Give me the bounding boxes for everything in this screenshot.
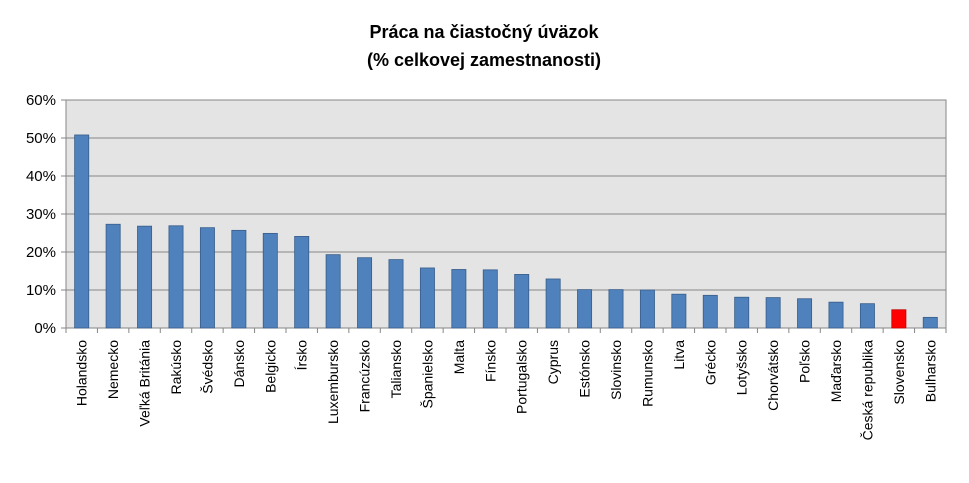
y-tick-label: 20% bbox=[26, 244, 56, 261]
x-tick-label: Veľká Británia bbox=[137, 340, 153, 427]
x-tick-label: Holandsko bbox=[74, 340, 90, 406]
bar-18 bbox=[639, 289, 655, 329]
bar-24 bbox=[828, 301, 844, 329]
bar-10 bbox=[388, 259, 404, 329]
bar-21 bbox=[734, 296, 750, 329]
bar-6 bbox=[262, 232, 278, 329]
x-tick-label: Švédsko bbox=[199, 340, 215, 394]
x-tick-label: Portugalsko bbox=[514, 340, 530, 414]
x-tick-label: Cyprus bbox=[545, 340, 561, 384]
x-tick-label: Belgicko bbox=[262, 340, 278, 393]
x-tick-label: Poľsko bbox=[797, 340, 813, 383]
x-tick-label: Lotyšsko bbox=[734, 340, 750, 395]
bar-1 bbox=[105, 223, 121, 329]
chart-title-line2: (% celkovej zamestnanosti) bbox=[367, 50, 601, 70]
bar-9 bbox=[357, 257, 373, 329]
bar-0 bbox=[74, 134, 90, 329]
bar-7 bbox=[294, 236, 310, 329]
x-axis: Holandsko Nemecko Veľká Británia Rakúsko Švé… bbox=[65, 328, 947, 441]
x-tick-label: Slovinsko bbox=[608, 340, 624, 400]
x-tick-label: Bulharsko bbox=[922, 340, 938, 402]
bar-3 bbox=[168, 225, 184, 329]
bar-19 bbox=[671, 293, 687, 329]
bar-17 bbox=[608, 289, 624, 329]
x-tick-label: Rakúsko bbox=[168, 340, 184, 395]
x-tick-label: Grécko bbox=[702, 340, 718, 385]
x-tick-label: Francúzsko bbox=[357, 340, 373, 413]
bar-4 bbox=[199, 227, 215, 329]
y-axis: 0% 10% 20% 30% 40% 50% 60% bbox=[26, 92, 66, 337]
x-tick-label: Taliansko bbox=[388, 340, 404, 399]
x-tick-label: Nemecko bbox=[105, 340, 121, 399]
x-tick-label: Dánsko bbox=[231, 340, 247, 388]
bar-23 bbox=[797, 298, 813, 329]
y-tick-label: 40% bbox=[26, 168, 56, 185]
x-tick-label: Luxembursko bbox=[325, 340, 341, 424]
bar-26 bbox=[891, 309, 907, 329]
x-tick-label: Estónsko bbox=[577, 340, 593, 398]
y-tick-label: 60% bbox=[26, 92, 56, 109]
bar-27 bbox=[922, 316, 938, 329]
bars bbox=[74, 134, 938, 329]
x-tick-label: Fínsko bbox=[482, 340, 498, 382]
bar-5 bbox=[231, 229, 247, 329]
x-tick-label: Rumunsko bbox=[639, 340, 655, 407]
x-tick-label: Španielsko bbox=[419, 340, 435, 409]
x-tick-label: Chorvátsko bbox=[765, 340, 781, 411]
y-tick-label: 50% bbox=[26, 130, 56, 147]
y-tick-label: 0% bbox=[34, 320, 56, 337]
bar-13 bbox=[482, 269, 498, 329]
chart-title-line1: Práca na čiastočný úväzok bbox=[369, 22, 599, 42]
x-tick-label: Maďarsko bbox=[828, 340, 844, 403]
bar-12 bbox=[451, 269, 467, 329]
x-tick-label: Írsko bbox=[294, 340, 310, 371]
bar-14 bbox=[514, 274, 530, 329]
x-tick-label: Slovensko bbox=[891, 340, 907, 405]
bar-20 bbox=[702, 294, 718, 329]
bar-2 bbox=[137, 225, 153, 329]
bar-16 bbox=[577, 289, 593, 329]
y-tick-label: 30% bbox=[26, 206, 56, 223]
bar-15 bbox=[545, 278, 561, 329]
x-tick-label: Malta bbox=[451, 340, 467, 374]
x-tick-label: Česká republika bbox=[859, 340, 875, 441]
bar-22 bbox=[765, 297, 781, 329]
bar-11 bbox=[419, 267, 435, 329]
bar-25 bbox=[859, 303, 875, 329]
bar-8 bbox=[325, 254, 341, 329]
x-tick-label: Litva bbox=[671, 340, 687, 370]
y-tick-label: 10% bbox=[26, 282, 56, 299]
